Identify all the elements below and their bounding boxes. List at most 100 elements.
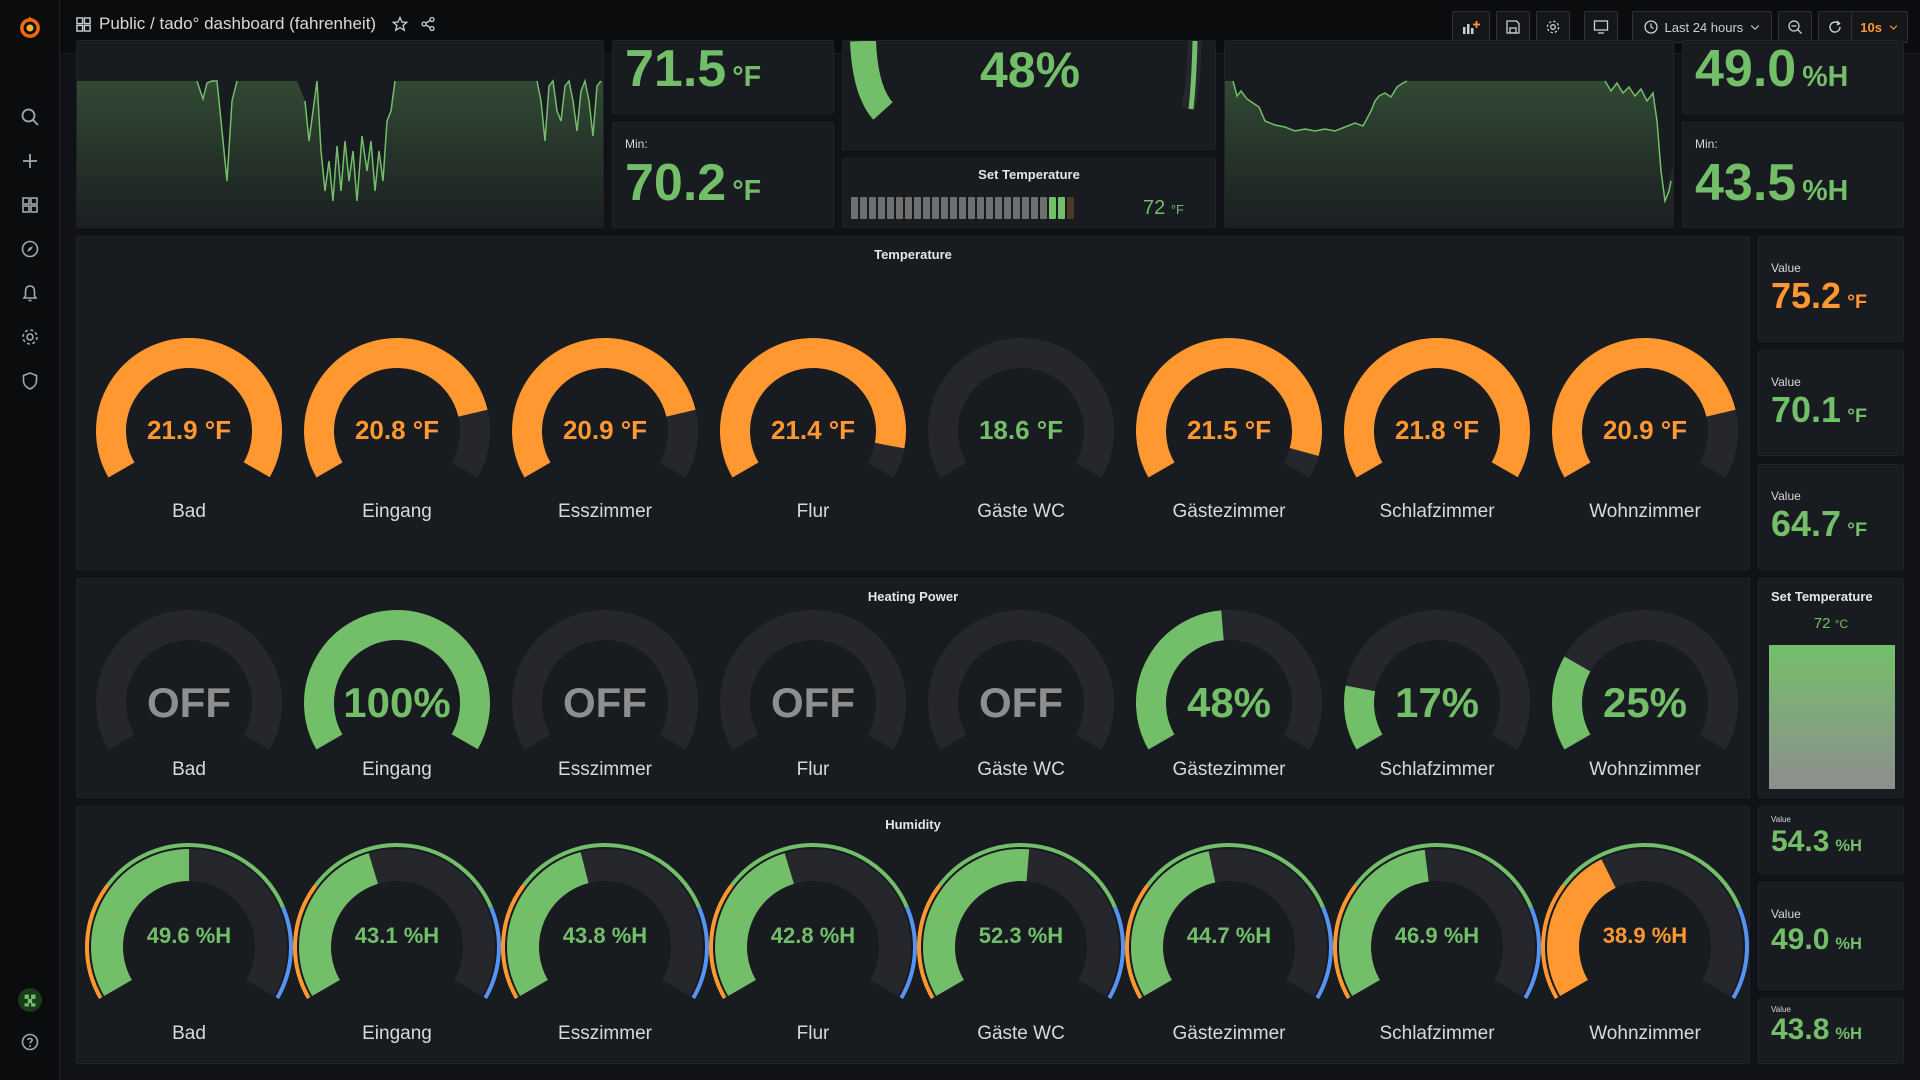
zoom-out-button[interactable]	[1778, 11, 1813, 43]
gauge-threshold-ok	[1562, 843, 1741, 909]
hum-min-number: 43.5	[1695, 154, 1797, 212]
gauge-threshold-high	[1315, 906, 1333, 999]
plus-icon[interactable]	[0, 141, 60, 181]
temperature-panel-title: Temperature	[874, 247, 952, 262]
side-stat-panel[interactable]: Value 75.2 °F	[1758, 236, 1904, 342]
humidity-graph-panel[interactable]	[1224, 40, 1674, 228]
side-stat-unit: %H	[1835, 837, 1862, 855]
humidity-graph	[1225, 80, 1673, 227]
gauge	[720, 610, 906, 750]
led-segment	[860, 197, 867, 219]
gauge-value: OFF	[147, 679, 231, 726]
temp-unit: °F	[732, 175, 762, 207]
led-segment	[878, 197, 885, 219]
dashboard-title[interactable]: Public / tado° dashboard (fahrenheit)	[99, 14, 377, 33]
hum-min-label: Min:	[1695, 137, 1718, 151]
heating-summary-gauge	[850, 41, 1202, 120]
settings-icon[interactable]	[0, 317, 60, 357]
gauge-value: OFF	[979, 679, 1063, 726]
temperature-max-panel[interactable]: 71.5 °F	[612, 40, 834, 114]
gauge	[512, 338, 698, 478]
side-stat-panel[interactable]: Value 70.1 °F	[1758, 350, 1904, 456]
temperature-graph-panel[interactable]	[76, 40, 604, 228]
hum-max-value: 49.0 %H	[1695, 41, 1848, 99]
save-dashboard-button[interactable]	[1495, 11, 1530, 43]
gauge-room-label: Bad	[172, 1023, 206, 1044]
shield-icon[interactable]	[0, 361, 60, 401]
gauge-room-label: Wohnzimmer	[1589, 1023, 1701, 1044]
gauge-value: 46.9 %H	[1394, 923, 1480, 948]
gauge-room-label: Esszimmer	[558, 1023, 652, 1044]
temperature-gauges-panel[interactable]: Temperature 21.9 °F Bad 20.8 °F Eingang 20.9…	[76, 236, 1750, 570]
gauge	[720, 338, 906, 478]
gauge-fill	[299, 853, 379, 996]
heating-power-summary-panel[interactable]: 48%	[842, 40, 1216, 150]
user-avatar[interactable]	[0, 980, 60, 1020]
dashboards-icon[interactable]	[0, 185, 60, 225]
refresh-interval-picker[interactable]: 10s	[1851, 11, 1908, 43]
gauge-room-label: Eingang	[362, 759, 432, 780]
gauge-track	[928, 610, 1114, 750]
gauge	[1552, 610, 1738, 750]
side-stat-label: Value	[1771, 815, 1791, 824]
share-icon[interactable]	[420, 16, 436, 32]
led-segment	[851, 197, 858, 219]
gauge-threshold-low	[709, 884, 734, 999]
clock-icon	[1643, 20, 1658, 34]
led-segment	[1013, 197, 1020, 219]
gauge	[928, 610, 1114, 750]
gauge-value: 43.8 %H	[562, 923, 648, 948]
set-temp-number: 72	[1143, 197, 1166, 219]
heating-power-gauges-panel[interactable]: Heating Power OFF Bad 100% Eingang OFF Esszim…	[76, 578, 1750, 798]
search-icon[interactable]	[0, 97, 60, 137]
tv-mode-button[interactable]	[1583, 11, 1618, 43]
grafana-logo-icon[interactable]	[0, 6, 60, 50]
chevron-down-icon	[1751, 25, 1760, 31]
refresh-button[interactable]	[1818, 11, 1853, 43]
temp-min-value: 70.2 °F	[625, 153, 761, 213]
gauge-threshold-low	[293, 884, 318, 999]
gauge-room-label: Flur	[796, 759, 830, 780]
temperature-min-panel[interactable]: Min: 70.2 °F	[612, 122, 834, 228]
gauge-value: 21.9 °F	[146, 415, 232, 445]
gauge-value: 20.9 °F	[562, 415, 648, 445]
gauge-threshold-low	[917, 884, 942, 999]
gauge-threshold-high	[1731, 906, 1749, 999]
side-stat-panel[interactable]: Value 64.7 °F	[1758, 464, 1904, 570]
set-temperature-title: Set Temperature	[1771, 589, 1873, 604]
gauge-threshold-low	[1125, 884, 1150, 999]
temp-max-value: 71.5 °F	[625, 41, 761, 99]
side-stat-value: 70.1 °F	[1771, 389, 1867, 431]
led-segment	[1004, 197, 1011, 219]
alerting-icon[interactable]	[0, 273, 60, 313]
add-panel-button[interactable]	[1451, 11, 1490, 43]
led-segment	[1022, 197, 1029, 219]
help-icon[interactable]	[0, 1022, 60, 1062]
gauge	[304, 610, 490, 750]
gauge-fill	[507, 852, 590, 996]
gauge-room-label: Gästezimmer	[1172, 501, 1286, 522]
time-picker-button[interactable]: Last 24 hours	[1631, 11, 1773, 43]
side-stat-panel[interactable]: Value 49.0 %H	[1758, 882, 1904, 990]
gauge	[709, 843, 917, 999]
set-temperature-panel[interactable]: Set Temperature 72 °C	[1758, 578, 1904, 798]
humidity-min-panel[interactable]: Min: 43.5 %H	[1682, 122, 1904, 228]
gauge	[1541, 843, 1749, 999]
gauge-room-label: Flur	[796, 1023, 830, 1044]
chevron-down-icon	[1889, 25, 1898, 30]
gauge	[1333, 843, 1541, 999]
explore-icon[interactable]	[0, 229, 60, 269]
gauge	[501, 843, 709, 999]
star-icon[interactable]	[392, 16, 409, 32]
humidity-gauges-panel[interactable]: Humidity 49.6 %H Bad 43.1 %H Eingang 43.8 %H…	[76, 806, 1750, 1064]
led-segment	[932, 197, 939, 219]
led-segment	[1067, 197, 1074, 219]
humidity-max-panel[interactable]: 49.0 %H	[1682, 40, 1904, 114]
side-stat-panel[interactable]: Value 54.3 %H	[1758, 806, 1904, 874]
led-segment	[941, 197, 948, 219]
side-stat-panel[interactable]: Value 43.8 %H	[1758, 998, 1904, 1064]
gauge-fill	[1547, 859, 1617, 996]
dashboard-settings-button[interactable]	[1535, 11, 1570, 43]
set-temperature-bar-panel[interactable]: Set Temperature 72 °F	[842, 158, 1216, 228]
